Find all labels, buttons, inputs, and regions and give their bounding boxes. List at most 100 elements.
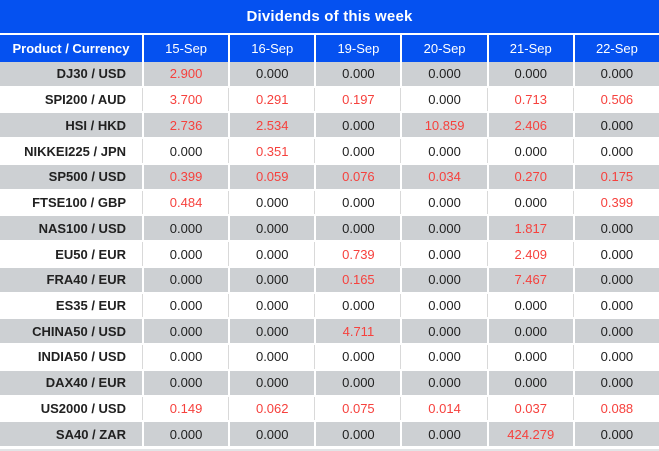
dividend-value-cell: 0.000: [228, 345, 314, 369]
dividend-value-cell: 0.000: [142, 293, 228, 318]
dividend-value-cell: 0.270: [486, 164, 573, 189]
dividend-value-cell: 0.713: [486, 87, 573, 112]
table-row: FRA40 / EUR 0.000 0.000 0.165 0.000 7.467 0.00…: [0, 267, 659, 294]
page-title: Dividends of this week: [246, 8, 413, 25]
dividend-value-cell: 0.000: [314, 113, 400, 138]
dividend-value-cell: 0.014: [400, 396, 486, 421]
dividend-value-cell: 0.000: [228, 319, 314, 344]
product-cell: DAX40 / EUR: [45, 375, 126, 391]
dividend-value-cell: 0.000: [142, 267, 228, 292]
dividend-value-cell: 0.000: [572, 319, 659, 344]
dividend-value-cell: 0.000: [400, 139, 486, 163]
table-row: SPI200 / AUD 3.700 0.291 0.197 0.000 0.713 0.5…: [0, 87, 659, 114]
dividend-value-cell: 0.034: [400, 164, 486, 189]
product-cell: DJ30 / USD: [56, 66, 126, 82]
table-row: DAX40 / EUR 0.000 0.000 0.000 0.000 0.000 0.00…: [0, 370, 659, 397]
product-cell: NAS100 / USD: [38, 220, 126, 236]
dividend-value-cell: 0.000: [572, 139, 659, 163]
column-header-date: 15-Sep: [142, 35, 228, 62]
dividend-value-cell: 0.076: [314, 164, 400, 189]
dividend-value-cell: 0.000: [400, 345, 486, 369]
dividend-value-cell: 0.000: [572, 345, 659, 369]
product-cell: US2000 / USD: [40, 400, 126, 416]
product-cell: NIKKEI225 / JPN: [24, 143, 126, 159]
dividend-value-cell: 0.059: [228, 164, 314, 189]
dividend-value-cell: 0.000: [400, 422, 486, 447]
dividend-value-cell: 0.000: [400, 242, 486, 266]
product-cell: SP500 / USD: [48, 169, 126, 185]
table-row: EU50 / EUR 0.000 0.000 0.739 0.000 2.409 0.000: [0, 242, 659, 268]
table-row: SA40 / ZAR 0.000 0.000 0.000 0.000 424.279 0.0…: [0, 422, 659, 449]
dividend-value-cell: 0.000: [572, 242, 659, 266]
dividend-value-cell: 0.000: [486, 345, 573, 369]
dividend-value-cell: 0.000: [142, 319, 228, 344]
dividend-value-cell: 0.000: [314, 139, 400, 163]
dividend-value-cell: 0.037: [486, 396, 573, 421]
dividend-value-cell: 0.000: [142, 216, 228, 241]
dividend-value-cell: 2.406: [486, 113, 573, 138]
dividend-value-cell: 0.399: [572, 190, 659, 215]
dividend-value-cell: 0.088: [572, 396, 659, 421]
dividend-value-cell: 0.000: [572, 216, 659, 241]
dividend-value-cell: 0.399: [142, 164, 228, 189]
dividend-value-cell: 0.000: [400, 87, 486, 112]
table-row: US2000 / USD 0.149 0.062 0.075 0.014 0.037 0.0…: [0, 396, 659, 423]
dividend-value-cell: 0.000: [400, 293, 486, 318]
table-row: DJ30 / USD 2.900 0.000 0.000 0.000 0.000 0.000: [0, 62, 659, 88]
dividend-value-cell: 0.000: [400, 216, 486, 241]
dividend-value-cell: 0.000: [400, 62, 486, 86]
dividend-value-cell: 0.000: [314, 345, 400, 369]
dividend-value-cell: 0.506: [572, 87, 659, 112]
table-row: FTSE100 / GBP 0.484 0.000 0.000 0.000 0.000 0.…: [0, 190, 659, 217]
dividend-value-cell: 0.000: [228, 216, 314, 241]
product-cell: EU50 / EUR: [55, 246, 126, 262]
dividend-value-cell: 0.291: [228, 87, 314, 112]
product-cell: FTSE100 / GBP: [32, 195, 126, 211]
dividend-value-cell: 0.000: [314, 422, 400, 447]
dividend-value-cell: 10.859: [400, 113, 486, 138]
dividend-value-cell: 0.000: [228, 422, 314, 447]
dividend-value-cell: 0.739: [314, 242, 400, 266]
column-header-date: 21-Sep: [486, 35, 573, 62]
dividend-value-cell: 0.000: [400, 370, 486, 395]
table-row: CHINA50 / USD 0.000 0.000 4.711 0.000 0.000 0.…: [0, 319, 659, 346]
dividend-value-cell: 424.279: [486, 422, 573, 447]
dividend-value-cell: 1.817: [486, 216, 573, 241]
dividend-value-cell: 0.000: [142, 345, 228, 369]
dividend-value-cell: 0.000: [572, 267, 659, 292]
table-row: NAS100 / USD 0.000 0.000 0.000 0.000 1.817 0.0…: [0, 216, 659, 243]
dividend-value-cell: 0.149: [142, 396, 228, 421]
column-header-date: 19-Sep: [314, 35, 400, 62]
dividend-value-cell: 0.000: [572, 62, 659, 86]
dividend-value-cell: 0.000: [228, 370, 314, 395]
dividend-value-cell: 0.000: [314, 216, 400, 241]
dividend-value-cell: 0.000: [142, 139, 228, 163]
dividend-value-cell: 0.000: [486, 319, 573, 344]
dividend-value-cell: 0.000: [572, 293, 659, 318]
title-bar: Dividends of this week: [0, 0, 659, 35]
product-cell: ES35 / EUR: [55, 297, 126, 313]
dividend-value-cell: 0.000: [572, 422, 659, 447]
table-body: DJ30 / USD 2.900 0.000 0.000 0.000 0.000 0.000…: [0, 62, 659, 449]
dividend-value-cell: 0.075: [314, 396, 400, 421]
table-row: ES35 / EUR 0.000 0.000 0.000 0.000 0.000 0.000: [0, 293, 659, 320]
dividend-value-cell: 4.711: [314, 319, 400, 344]
partial-next-row: [0, 448, 659, 451]
dividend-value-cell: 0.000: [486, 190, 573, 215]
product-cell: SA40 / ZAR: [55, 426, 126, 442]
dividend-value-cell: 0.000: [486, 370, 573, 395]
table-row: HSI / HKD 2.736 2.534 0.000 10.859 2.406 0.000: [0, 113, 659, 140]
dividend-value-cell: 0.000: [400, 267, 486, 292]
dividend-value-cell: 0.000: [228, 267, 314, 292]
product-cell: HSI / HKD: [65, 117, 126, 133]
dividend-value-cell: 0.484: [142, 190, 228, 215]
dividend-value-cell: 0.000: [400, 319, 486, 344]
dividend-value-cell: 0.175: [572, 164, 659, 189]
column-header-date: 22-Sep: [572, 35, 659, 62]
dividend-value-cell: 0.000: [314, 62, 400, 86]
dividend-value-cell: 0.000: [142, 422, 228, 447]
dividend-value-cell: 0.165: [314, 267, 400, 292]
dividend-value-cell: 7.467: [486, 267, 573, 292]
column-header-date: 16-Sep: [228, 35, 314, 62]
table-row: SP500 / USD 0.399 0.059 0.076 0.034 0.270 0.17…: [0, 164, 659, 191]
